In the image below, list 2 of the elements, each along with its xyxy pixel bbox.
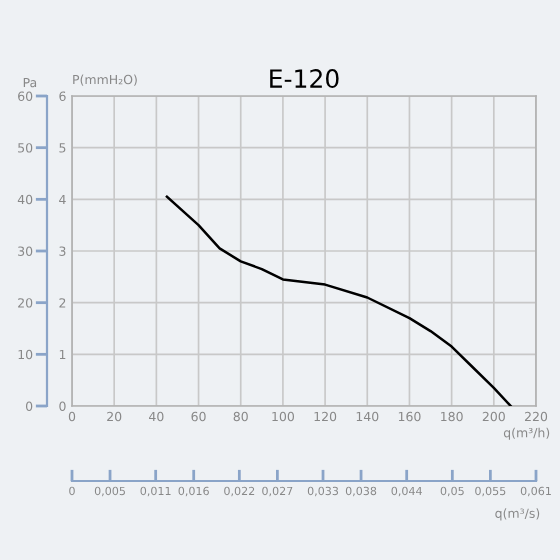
line-series [165, 195, 512, 406]
chart-title: E-120 [270, 69, 339, 89]
